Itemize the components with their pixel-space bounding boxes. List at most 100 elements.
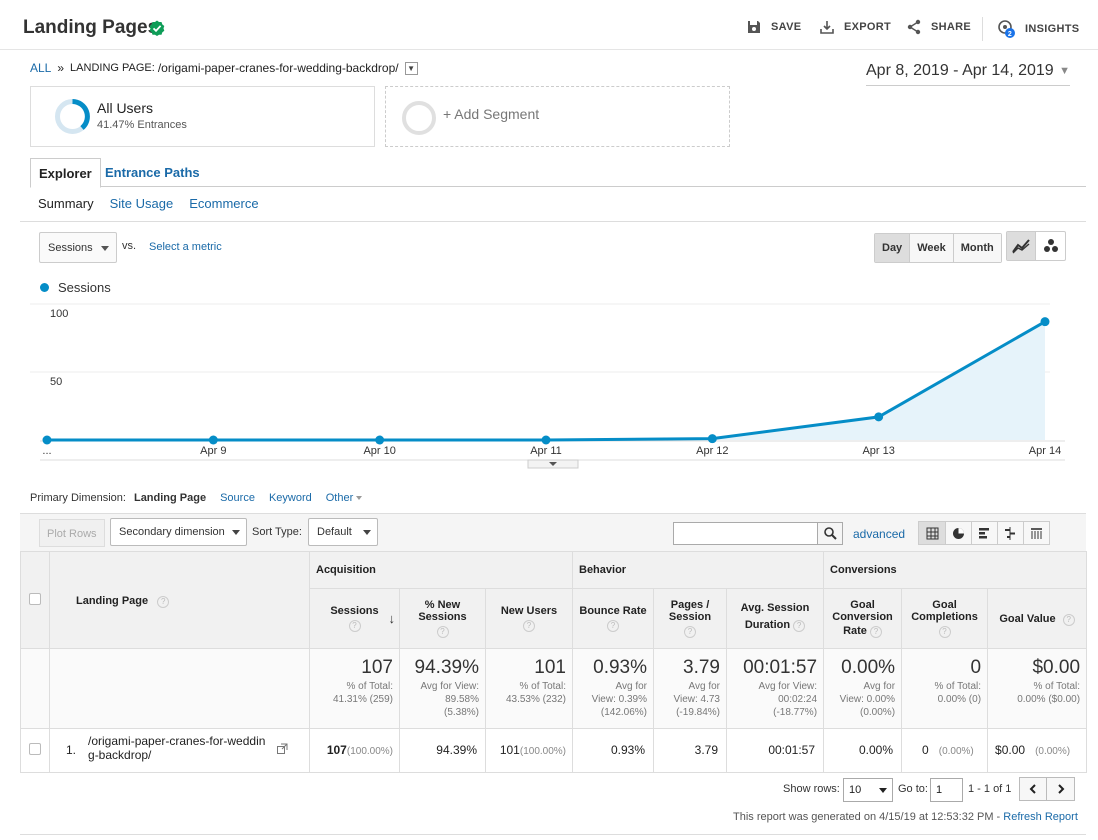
insights-button[interactable]: 2 INSIGHTS: [996, 19, 1079, 39]
view-comparison-button[interactable]: [997, 522, 1023, 544]
metric-select[interactable]: Sessions: [39, 232, 117, 263]
help-icon[interactable]: ?: [684, 626, 696, 638]
period-toggle: Day Week Month: [874, 233, 1002, 263]
help-icon[interactable]: ?: [157, 595, 170, 608]
vs-label: vs.: [122, 240, 137, 252]
tab-explorer[interactable]: Explorer: [30, 158, 101, 188]
breadcrumb-all-link[interactable]: ALL: [30, 61, 52, 75]
pages-session-header[interactable]: Pages / Session ?: [653, 588, 727, 649]
help-icon[interactable]: ?: [1062, 614, 1075, 626]
secondary-dimension-select[interactable]: Secondary dimension: [110, 518, 247, 546]
help-icon[interactable]: ?: [793, 619, 806, 632]
help-icon[interactable]: ?: [348, 620, 361, 632]
sort-type-label: Sort Type:: [252, 526, 302, 538]
row-checkbox[interactable]: [29, 743, 41, 755]
total-detail: View: 0.00%: [839, 694, 896, 705]
primary-dimension-bar: Primary Dimension: Landing Page Source K…: [30, 492, 363, 504]
pager: [1019, 777, 1075, 801]
segment-all-users[interactable]: All Users 41.47% Entrances: [30, 86, 375, 147]
pages-session-header-line1: Pages /: [670, 599, 710, 611]
select-metric-link[interactable]: Select a metric: [149, 241, 222, 253]
x-tick-label: Apr 10: [363, 445, 395, 457]
view-data-button[interactable]: [919, 522, 945, 544]
landing-page-header[interactable]: Landing Page ?: [49, 551, 310, 649]
total-detail: Avg for: [688, 681, 721, 692]
line-chart-button[interactable]: [1007, 232, 1036, 260]
help-icon[interactable]: ?: [436, 626, 449, 638]
period-day-button[interactable]: Day: [875, 234, 910, 262]
show-rows-value: 10: [849, 784, 862, 796]
goal-value-header[interactable]: Goal Value ?: [987, 588, 1088, 649]
dimension-source[interactable]: Source: [220, 492, 255, 504]
chevron-left-icon: [1029, 784, 1036, 794]
row-goal-rate: 0.00%: [823, 728, 903, 773]
select-all-checkbox[interactable]: [29, 592, 41, 605]
goal-completions-header[interactable]: Goal Completions ?: [901, 588, 989, 649]
dimension-landing-page[interactable]: Landing Page: [133, 492, 207, 504]
view-pivot-button[interactable]: [1023, 522, 1049, 544]
row-page-line1: /origami-paper-cranes-for-weddin: [88, 734, 266, 748]
table-search-input[interactable]: [673, 522, 819, 545]
help-icon[interactable]: ?: [523, 620, 535, 632]
divider: [20, 834, 1086, 835]
row-goal-completions: 0 (0.00%): [901, 728, 989, 773]
period-month-button[interactable]: Month: [952, 234, 1001, 262]
total-value: 94.39%: [414, 657, 479, 678]
row-landing-page-link[interactable]: /origami-paper-cranes-for-weddin g-backd…: [88, 734, 265, 762]
chevron-right-icon: [1057, 784, 1064, 794]
total-bounce-rate: 0.93% Avg for View: 0.39% (142.06%): [572, 648, 654, 729]
help-icon[interactable]: ?: [869, 626, 882, 638]
row-new-users-value: 101: [499, 743, 520, 757]
total-value: 00:01:57: [743, 657, 818, 678]
avg-session-duration-header[interactable]: Avg. Session Duration ?: [725, 588, 825, 649]
subtab-summary[interactable]: Summary: [38, 196, 94, 211]
dimension-other[interactable]: Other: [326, 492, 363, 504]
next-page-button[interactable]: [1047, 778, 1074, 800]
period-week-button[interactable]: Week: [909, 234, 953, 262]
advanced-filter-link[interactable]: advanced: [853, 527, 906, 541]
row-index: 1.: [66, 743, 77, 757]
total-value: 0: [970, 657, 982, 678]
goal-completions-header-line1: Goal: [932, 599, 957, 611]
export-button[interactable]: EXPORT: [819, 19, 891, 35]
report-generated: This report was generated on 4/15/19 at …: [733, 811, 1078, 823]
new-users-header[interactable]: New Users ?: [485, 588, 573, 649]
share-button[interactable]: SHARE: [906, 19, 971, 35]
dimension-keyword[interactable]: Keyword: [268, 492, 312, 504]
subtab-site-usage[interactable]: Site Usage: [109, 196, 174, 211]
view-performance-button[interactable]: [971, 522, 997, 544]
tab-entrance-paths[interactable]: Entrance Paths: [105, 165, 200, 180]
sessions-header[interactable]: Sessions ? ↓: [309, 588, 400, 649]
plot-rows-button[interactable]: Plot Rows: [39, 519, 105, 547]
new-users-header-label: New Users: [500, 605, 558, 617]
add-segment-label: + Add Segment: [443, 106, 540, 122]
row-checkbox-cell: [20, 728, 50, 773]
goal-conversion-rate-header[interactable]: Goal Conversion Rate ?: [823, 588, 903, 649]
date-range-picker[interactable]: Apr 8, 2019 - Apr 14, 2019 ▼: [866, 62, 1070, 86]
total-goal-value: $0.00 % of Total: 0.00% ($0.00): [987, 648, 1088, 729]
refresh-report-link[interactable]: Refresh Report: [1003, 811, 1078, 823]
row-new-sessions: 94.39%: [399, 728, 486, 773]
sort-type-select[interactable]: Default: [308, 518, 378, 546]
add-segment-button[interactable]: + Add Segment: [385, 86, 730, 147]
open-in-new-icon[interactable]: [277, 743, 288, 754]
show-rows-select[interactable]: 10: [843, 778, 893, 802]
help-icon[interactable]: ?: [938, 626, 951, 638]
motion-chart-button[interactable]: [1036, 232, 1065, 260]
help-icon[interactable]: ?: [607, 620, 619, 632]
legend-dot-icon: [40, 283, 49, 292]
subtab-ecommerce[interactable]: Ecommerce: [189, 196, 259, 211]
table-search-button[interactable]: [817, 522, 843, 545]
x-tick-label: ...: [42, 445, 51, 457]
row-goal-completions-value: 0: [922, 743, 929, 757]
bounce-rate-header[interactable]: Bounce Rate ?: [572, 588, 654, 649]
total-new-users: 101 % of Total: 43.53% (232): [485, 648, 573, 729]
new-sessions-header[interactable]: % New Sessions ?: [399, 588, 486, 649]
landing-page-header-label: Landing Page: [76, 594, 149, 607]
save-button[interactable]: SAVE: [746, 19, 801, 35]
breadcrumb-dropdown[interactable]: ▼: [404, 61, 418, 75]
total-detail: Avg for View:: [758, 681, 818, 692]
prev-page-button[interactable]: [1020, 778, 1047, 800]
view-pie-button[interactable]: [945, 522, 971, 544]
goto-page-input[interactable]: 1: [930, 778, 963, 802]
